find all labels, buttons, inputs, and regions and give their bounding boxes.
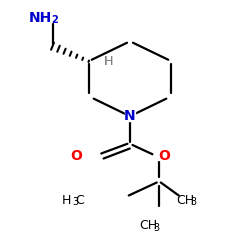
Text: CH: CH: [176, 194, 195, 206]
Text: H: H: [104, 55, 113, 68]
Bar: [82, 151, 92, 160]
Text: NH: NH: [29, 10, 52, 24]
Bar: [125, 111, 135, 121]
Text: H: H: [104, 55, 113, 68]
Text: CH: CH: [139, 219, 157, 232]
Text: N: N: [124, 109, 136, 123]
Text: H: H: [62, 194, 71, 206]
Text: 3: 3: [72, 197, 78, 207]
Text: C: C: [76, 194, 84, 206]
Bar: [154, 151, 164, 160]
Text: 3: 3: [153, 223, 159, 233]
Text: O: O: [71, 148, 83, 162]
Text: 3: 3: [190, 197, 196, 207]
Text: O: O: [158, 148, 170, 162]
Text: 2: 2: [51, 15, 58, 25]
